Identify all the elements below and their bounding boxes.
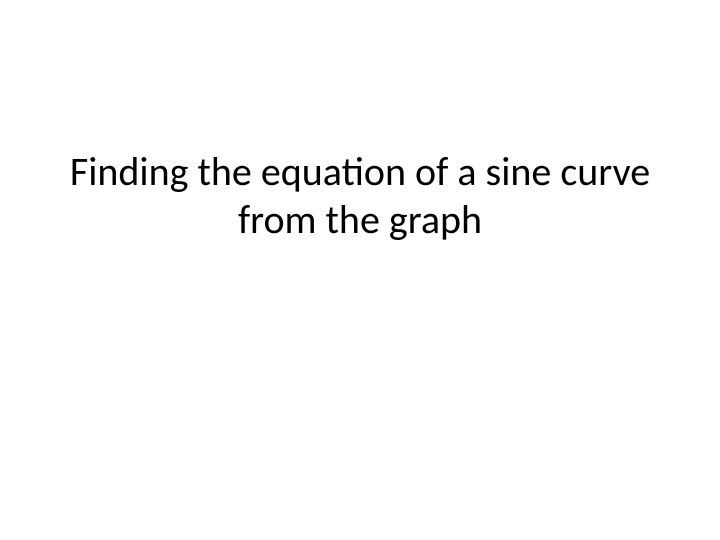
slide-title: Finding the equation of a sine curve fro…	[60, 148, 660, 244]
slide-container: Finding the equation of a sine curve fro…	[0, 0, 720, 540]
